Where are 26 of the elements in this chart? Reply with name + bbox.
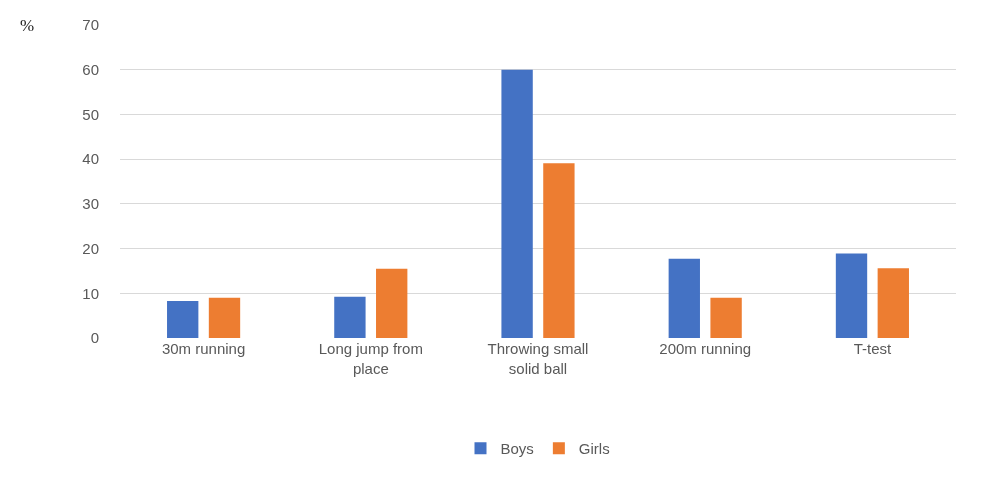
- x-tick-label: Long jump from place: [318, 340, 423, 377]
- x-tick-label: Throwing small solid ball: [487, 340, 589, 377]
- y-tick-label: 10: [82, 284, 99, 302]
- bar: [208, 297, 241, 338]
- bar: [877, 268, 909, 338]
- bar: [543, 163, 575, 338]
- x-tick-label: 200m running: [659, 340, 752, 357]
- y-tick-label: 0: [90, 329, 99, 347]
- x-tick-label: 30m running: [161, 340, 246, 357]
- legend-label: Girls: [578, 440, 610, 457]
- y-tick-label: 40: [82, 150, 99, 168]
- y-tick-label: 60: [82, 60, 99, 78]
- bar: [334, 296, 366, 338]
- x-tick-label: T-test: [853, 340, 892, 357]
- y-tick-label: 20: [82, 239, 99, 257]
- legend-label: Boys: [500, 440, 534, 457]
- y-tick-label: 30: [82, 195, 99, 213]
- bar: [167, 300, 199, 338]
- bar: [835, 253, 868, 338]
- bar: [668, 258, 700, 338]
- y-tick-label: 70: [82, 16, 99, 34]
- y-axis-title: %: [20, 16, 35, 35]
- bar: [710, 297, 742, 338]
- bar: [501, 69, 533, 338]
- bar: [376, 268, 408, 338]
- y-tick-label: 50: [82, 105, 99, 123]
